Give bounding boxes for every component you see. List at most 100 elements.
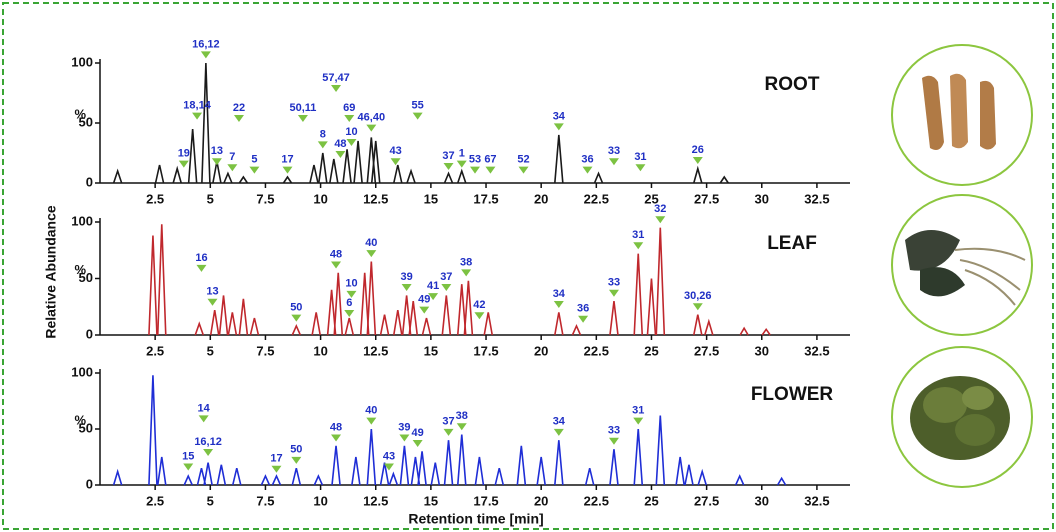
peak-marker	[443, 428, 454, 436]
peak-marker	[282, 166, 293, 174]
y-tick-label: 0	[86, 476, 93, 491]
peak-label: 50	[290, 444, 302, 456]
x-tick-label: 10	[313, 493, 327, 508]
peak	[776, 476, 787, 486]
peak-label: 1	[459, 148, 465, 160]
x-tick-label: 12.5	[363, 493, 388, 508]
peak	[154, 164, 165, 184]
peak-label: 38	[456, 410, 468, 422]
peak-marker	[249, 166, 260, 174]
x-tick-label: 22.5	[584, 343, 609, 358]
y-unit: %	[74, 262, 86, 277]
peak-label: 31	[632, 229, 644, 241]
peak	[201, 62, 211, 184]
peak-label: 34	[553, 288, 566, 300]
x-tick-label: 2.5	[146, 343, 164, 358]
peak-marker	[470, 166, 480, 174]
peak-marker	[443, 163, 454, 170]
peak-marker	[335, 151, 346, 158]
x-tick-label: 15	[424, 493, 438, 508]
x-tick-label: 7.5	[256, 191, 274, 206]
peak-marker	[203, 449, 214, 456]
x-tick-label: 7.5	[256, 493, 274, 508]
x-tick-label: 5	[207, 343, 214, 358]
peak-marker	[331, 434, 342, 442]
peak-label: 16,12	[194, 436, 222, 448]
peak	[194, 321, 205, 336]
peak	[474, 456, 485, 486]
x-tick-label: 20	[534, 191, 548, 206]
peak-label: 31	[634, 151, 646, 163]
peak-marker	[178, 160, 189, 168]
peak	[370, 140, 381, 184]
peak	[719, 175, 729, 184]
peak-label: 49	[418, 294, 430, 306]
peak	[112, 168, 123, 184]
x-tick-label: 17.5	[473, 493, 498, 508]
peak-label: 53	[469, 154, 481, 166]
peak-label: 49	[412, 427, 424, 439]
peak-label: 19	[178, 148, 190, 160]
peak	[430, 462, 441, 486]
peak-label: 36	[577, 303, 589, 315]
peak	[282, 175, 293, 184]
leaf-photo	[891, 194, 1033, 336]
peak-marker	[485, 166, 496, 174]
peak-label: 40	[365, 237, 377, 249]
peak	[112, 468, 123, 486]
peak-marker	[366, 124, 377, 132]
peak	[366, 137, 377, 184]
peak-marker	[401, 284, 412, 292]
peak-label: 34	[553, 110, 566, 122]
peak	[609, 449, 619, 486]
peak	[441, 295, 452, 336]
peak-label: 18,14	[183, 100, 211, 112]
peak-label: 57,47	[322, 72, 350, 84]
peak	[209, 310, 220, 336]
x-tick-label: 10	[313, 343, 327, 358]
peak	[516, 445, 527, 486]
peak-label: 37	[442, 416, 454, 428]
peak-label: 17	[270, 453, 282, 465]
peak-label: 37	[440, 271, 452, 283]
y-tick-label: 50	[79, 114, 93, 129]
peak-marker	[344, 115, 355, 122]
peak-marker	[655, 216, 666, 224]
peak-label: 40	[365, 405, 377, 417]
peak	[326, 289, 337, 336]
peak-label: 16,12	[192, 38, 220, 50]
peak	[359, 272, 370, 336]
peak	[271, 474, 282, 486]
peak	[761, 327, 771, 336]
peak-marker	[271, 465, 282, 473]
x-tick-label: 2.5	[146, 191, 164, 206]
y-tick-label: 50	[79, 420, 93, 435]
x-tick-label: 32.5	[804, 343, 829, 358]
peak	[536, 456, 546, 486]
peak-marker	[291, 314, 302, 322]
peak-marker	[227, 164, 238, 172]
peak-marker	[233, 115, 244, 122]
peak-marker	[692, 303, 703, 311]
peak-label: 69	[343, 102, 355, 114]
peak-marker	[633, 242, 644, 250]
peak	[734, 474, 745, 486]
peak	[406, 168, 416, 184]
peak-label: 38	[460, 256, 472, 268]
peak-label: 46,40	[358, 112, 386, 124]
peak-marker	[366, 250, 377, 258]
peak-marker	[317, 141, 328, 149]
peak-marker	[183, 463, 194, 471]
peak	[203, 462, 213, 486]
peak-marker	[198, 415, 209, 423]
peak	[609, 301, 619, 336]
peak-marker	[608, 437, 619, 445]
peak	[351, 456, 361, 486]
panel-title: LEAF	[767, 233, 817, 254]
peak	[249, 317, 260, 336]
peak-marker	[553, 301, 564, 309]
x-tick-label: 15	[424, 343, 438, 358]
peak-marker	[608, 158, 619, 166]
x-tick-label: 22.5	[584, 191, 609, 206]
peak-marker	[461, 269, 472, 277]
